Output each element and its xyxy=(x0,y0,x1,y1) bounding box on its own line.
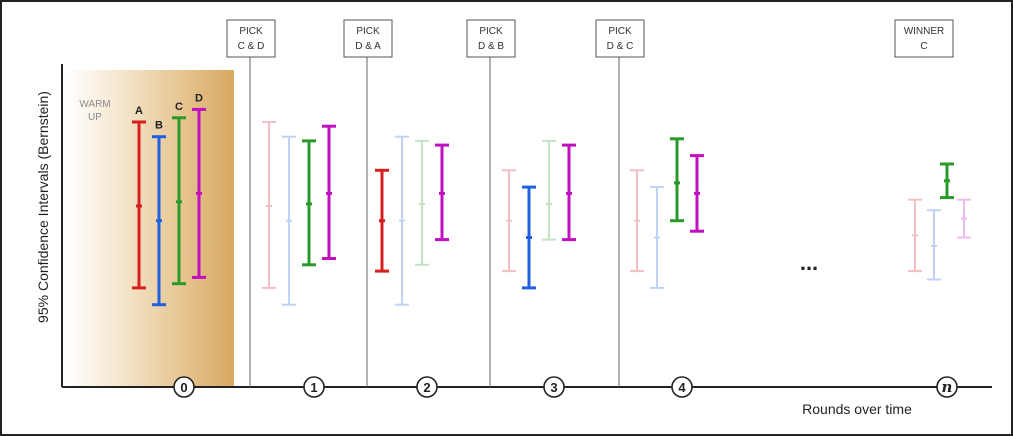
round-circle xyxy=(173,376,195,398)
interval-round0-A xyxy=(132,120,146,290)
interval-round3-D xyxy=(562,143,576,242)
pick-label-box xyxy=(343,19,393,58)
pick-label-round-4: PICK D & C xyxy=(595,19,645,58)
pick-label-round-2: PICK D & A xyxy=(343,19,393,58)
pick-label-line2: D & A xyxy=(355,41,381,52)
round-marker-0: 0 xyxy=(173,376,195,398)
ellipsis: ... xyxy=(800,250,818,275)
arm-label-B: B xyxy=(155,120,163,132)
pick-label-box xyxy=(466,19,516,58)
round-label: 3 xyxy=(550,380,557,395)
round-circle xyxy=(936,376,958,398)
interval-roundn-A xyxy=(908,198,922,273)
interval-round3-C xyxy=(542,139,556,241)
interval-round1-B xyxy=(282,135,296,306)
pick-label-box xyxy=(894,19,954,58)
pick-label-line1: PICK xyxy=(239,26,263,37)
round-marker-3: 3 xyxy=(543,376,565,398)
interval-round2-A xyxy=(375,168,389,273)
interval-round0-D xyxy=(192,107,206,279)
interval-round0-B xyxy=(152,135,166,307)
interval-round2-C xyxy=(415,139,429,266)
pick-label-line1: PICK xyxy=(479,26,503,37)
pick-label-line2: D & C xyxy=(607,41,634,52)
round-marker-n: n xyxy=(936,376,958,398)
y-axis-label: 95% Confidence Intervals (Bernstein) xyxy=(35,91,51,323)
interval-round1-D xyxy=(322,124,336,260)
interval-round4-C xyxy=(670,137,684,223)
interval-round2-D xyxy=(435,143,449,242)
arm-label-D: D xyxy=(195,92,203,104)
pick-label-box xyxy=(595,19,645,58)
round-circle xyxy=(543,376,565,398)
warmup-region xyxy=(67,70,234,386)
round-marker-2: 2 xyxy=(416,376,438,398)
x-axis-label: Rounds over time xyxy=(802,401,912,417)
pick-label-line2: C xyxy=(920,41,927,52)
interval-roundn-C xyxy=(940,162,954,200)
round-marker-4: 4 xyxy=(671,376,693,398)
interval-round2-B xyxy=(395,135,409,306)
pick-label-round-1: PICK C & D xyxy=(226,19,276,58)
round-marker-1: 1 xyxy=(303,376,325,398)
pick-label-line2: D & B xyxy=(478,41,504,52)
pick-label-box xyxy=(226,19,276,58)
interval-roundn-B xyxy=(927,209,941,281)
round-circle xyxy=(303,376,325,398)
pick-label-line2: C & D xyxy=(238,41,265,52)
pick-label-line1: WINNER xyxy=(904,26,945,37)
interval-roundn-D xyxy=(957,198,971,239)
round-label: n xyxy=(942,378,953,396)
interval-round1-A xyxy=(262,121,276,289)
pick-label-round-3: PICK D & B xyxy=(466,19,516,58)
interval-round4-B xyxy=(650,186,664,289)
pick-label-round-n: WINNER C xyxy=(894,19,954,58)
arm-label-A: A xyxy=(135,105,143,117)
interval-round4-D xyxy=(690,154,704,233)
round-label: 4 xyxy=(678,380,686,395)
warmup-label-line2: UP xyxy=(88,112,102,123)
round-label: 2 xyxy=(423,380,430,395)
warmup-label-line1: WARM xyxy=(79,99,110,110)
round-label: 1 xyxy=(310,380,317,395)
round-circle xyxy=(416,376,438,398)
round-label: 0 xyxy=(180,380,187,395)
interval-round4-A xyxy=(630,169,644,273)
interval-round1-C xyxy=(302,139,316,267)
interval-round3-B xyxy=(522,185,536,290)
interval-round0-C xyxy=(172,116,186,286)
interval-round3-A xyxy=(502,169,516,273)
pick-label-line1: PICK xyxy=(608,26,632,37)
arm-label-C: C xyxy=(175,101,183,113)
pick-label-line1: PICK xyxy=(356,26,380,37)
round-circle xyxy=(671,376,693,398)
